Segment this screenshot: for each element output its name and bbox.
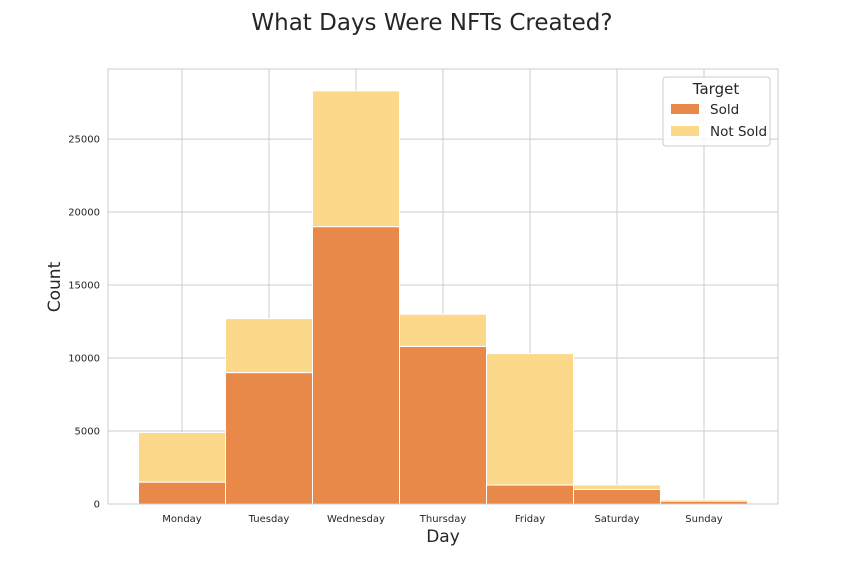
y-tick-label: 10000 [68,354,100,365]
legend: Target Sold Not Sold [662,76,771,147]
legend-label-not-sold: Not Sold [710,124,767,140]
bar-not-sold-sunday [660,499,748,502]
x-axis-label: Day [426,527,460,547]
y-tick-label: 0 [94,500,100,511]
bar-not-sold-saturday [573,484,661,490]
bar-not-sold-friday [486,353,574,486]
x-tick-labels: Monday Tuesday Wednesday Thursday Friday Satu… [162,514,723,525]
bar-not-sold-wednesday [312,90,400,228]
x-tick-label: Saturday [594,514,639,525]
y-tick-labels: 0 5000 10000 15000 20000 25000 [68,135,100,511]
x-tick-label: Tuesday [248,514,290,525]
bar-not-sold-monday [138,431,226,483]
bar-not-sold-thursday [399,313,487,347]
y-tick-label: 25000 [68,135,100,146]
bar-sold-friday [486,484,574,505]
legend-swatch-sold [671,104,699,114]
x-tick-label: Thursday [419,514,467,525]
bar-sold-tuesday [225,372,313,505]
legend-label-sold: Sold [710,102,739,118]
x-tick-label: Monday [162,514,202,525]
bar-sold-saturday [573,488,661,505]
bar-sold-monday [138,481,226,505]
chart-title: What Days Were NFTs Created? [251,10,612,36]
x-tick-label: Friday [515,514,545,525]
x-tick-label: Wednesday [327,514,385,525]
bars [138,90,748,505]
legend-title: Target [692,80,740,98]
y-tick-label: 5000 [75,427,100,438]
plot-frame [107,68,779,505]
legend-swatch-not-sold [671,126,699,136]
x-tick-label: Sunday [685,514,722,525]
y-axis-label: Count [45,261,65,312]
y-tick-label: 15000 [68,281,100,292]
grid-lines [108,69,778,505]
y-tick-label: 20000 [68,208,100,219]
bar-sold-wednesday [312,226,400,505]
bar-sold-thursday [399,345,487,505]
bar-not-sold-tuesday [225,318,313,374]
